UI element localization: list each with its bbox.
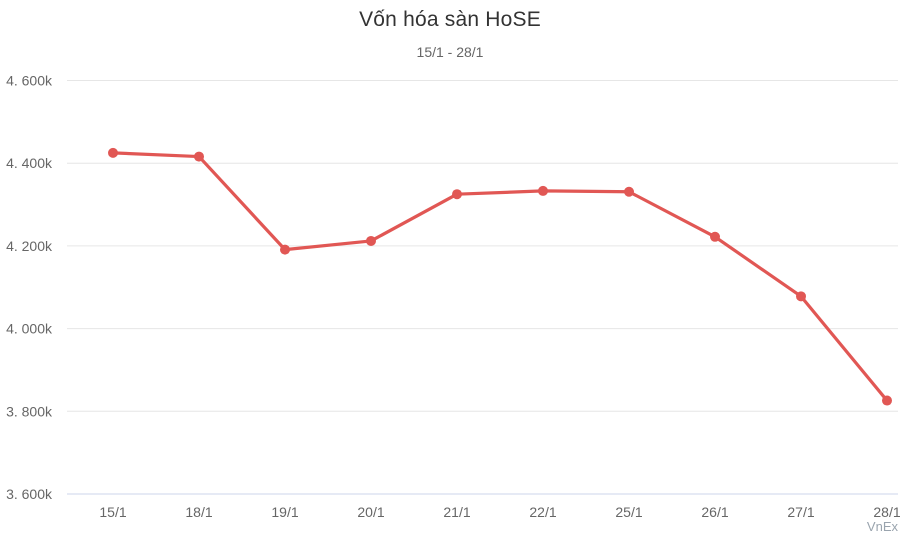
y-axis-label: 3. 600k — [6, 486, 53, 502]
data-point-28-1[interactable] — [882, 395, 892, 406]
data-point-19-1[interactable] — [280, 244, 290, 255]
x-axis-label: 28/1 — [873, 504, 900, 520]
y-axis-label: 4. 400k — [6, 155, 53, 171]
watermark: VnEx — [866, 519, 898, 534]
x-axis-label: 20/1 — [357, 504, 384, 520]
x-axis-label: 27/1 — [787, 504, 814, 520]
x-axis-label: 26/1 — [701, 504, 728, 520]
x-axis-label: 22/1 — [529, 504, 556, 520]
data-point-27-1[interactable] — [796, 291, 806, 302]
data-point-21-1[interactable] — [452, 189, 462, 200]
y-axis-label: 4. 000k — [6, 321, 53, 337]
data-point-22-1[interactable] — [538, 185, 548, 196]
y-axis-label: 3. 800k — [6, 403, 53, 419]
data-point-18-1[interactable] — [194, 151, 204, 162]
x-axis-label: 18/1 — [185, 504, 212, 520]
x-axis-label: 19/1 — [271, 504, 298, 520]
chart-subtitle: 15/1 - 28/1 — [416, 44, 484, 60]
x-axis-label: 15/1 — [99, 504, 126, 520]
data-point-26-1[interactable] — [710, 231, 720, 242]
y-axis-label: 4. 600k — [6, 73, 53, 89]
data-point-25-1[interactable] — [624, 186, 634, 197]
chart-title: Vốn hóa sàn HoSE — [359, 8, 541, 31]
x-axis-label: 25/1 — [615, 504, 642, 520]
data-point-15-1[interactable] — [108, 147, 118, 158]
y-axis-label: 4. 200k — [6, 238, 53, 254]
series-line — [111, 151, 889, 403]
data-point-20-1[interactable] — [366, 235, 376, 246]
x-axis-label: 21/1 — [443, 504, 470, 520]
